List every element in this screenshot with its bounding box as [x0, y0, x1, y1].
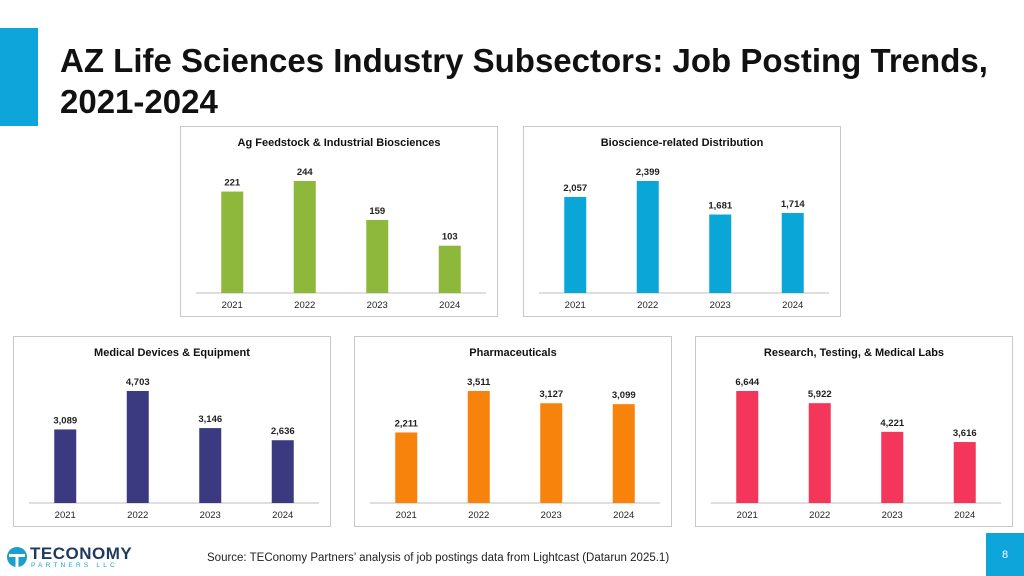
title-accent-bar: [0, 28, 38, 126]
x-tick-label: 2024: [782, 300, 803, 311]
bar: [808, 403, 831, 503]
chart-panel-ag-feedstock: 221 2021 244 2022 159 2023 103 2024 Ag Feedstoc…: [180, 126, 498, 317]
x-tick-label: 2021: [737, 510, 758, 521]
bar: [709, 214, 732, 293]
bar: [395, 432, 418, 503]
bar: [636, 181, 659, 293]
logo-wordmark: TECONOMY: [30, 544, 133, 563]
bar: [781, 212, 804, 293]
bar-chart-plot: 3,089 2021 4,703 2022 3,146 2023 2,636 2024: [29, 377, 319, 521]
data-label: 5,922: [808, 389, 832, 400]
bar: [126, 391, 149, 503]
bar: [540, 403, 563, 503]
data-label: 1,714: [781, 199, 805, 210]
bar: [564, 196, 587, 293]
x-tick-label: 2024: [439, 300, 460, 311]
data-label: 4,703: [126, 377, 150, 388]
data-label: 4,221: [880, 418, 904, 429]
bar: [953, 442, 976, 503]
data-label: 2,211: [395, 418, 419, 429]
data-label: 3,511: [467, 377, 491, 388]
chart-title: Pharmaceuticals: [469, 347, 557, 359]
x-tick-label: 2023: [541, 510, 562, 521]
data-label: 3,616: [953, 428, 977, 439]
x-tick-label: 2021: [396, 510, 417, 521]
data-label: 3,089: [53, 415, 77, 426]
x-tick-label: 2022: [637, 300, 658, 311]
bar-chart-plot: 2,211 2021 3,511 2022 3,127 2023 3,099 2024: [370, 377, 660, 521]
bar: [467, 391, 490, 503]
x-tick-label: 2023: [882, 510, 903, 521]
chart-panel-distribution: 2,057 2021 2,399 2022 1,681 2023 1,714 2024 Bio…: [523, 126, 841, 317]
data-label: 3,127: [539, 389, 563, 400]
data-label: 3,099: [612, 390, 636, 401]
company-logo: TECONOMY PARTNERS LLC: [6, 544, 146, 572]
x-tick-label: 2022: [468, 510, 489, 521]
x-tick-label: 2021: [565, 300, 586, 311]
data-label: 244: [297, 167, 314, 178]
x-tick-label: 2024: [954, 510, 975, 521]
bar: [221, 191, 244, 293]
data-label: 159: [369, 206, 385, 217]
x-tick-label: 2024: [272, 510, 293, 521]
x-tick-label: 2022: [127, 510, 148, 521]
data-label: 1,681: [708, 201, 732, 212]
data-label: 6,644: [735, 377, 759, 388]
bar-chart-plot: 221 2021 244 2022 159 2023 103 2024: [196, 167, 486, 311]
chart-panel-pharmaceuticals: 2,211 2021 3,511 2022 3,127 2023 3,099 2024 Pha…: [354, 336, 672, 527]
slide-title: AZ Life Sciences Industry Subsectors: Jo…: [60, 42, 988, 120]
x-tick-label: 2023: [200, 510, 221, 521]
bar-chart-plot: 6,644 2021 5,922 2022 4,221 2023 3,616 2024: [711, 377, 1001, 521]
bar: [612, 404, 635, 503]
x-tick-label: 2023: [710, 300, 731, 311]
source-note: Source: TEConomy Partners’ analysis of j…: [207, 552, 670, 564]
bar-chart-plot: 2,057 2021 2,399 2022 1,681 2023 1,714 2024: [539, 167, 829, 311]
bar: [293, 181, 316, 293]
data-label: 221: [224, 178, 241, 189]
x-tick-label: 2021: [222, 300, 243, 311]
bar: [366, 220, 389, 293]
bar: [271, 440, 294, 503]
bar: [438, 245, 461, 293]
chart-title: Medical Devices & Equipment: [94, 347, 250, 359]
x-tick-label: 2022: [294, 300, 315, 311]
data-label: 2,057: [563, 183, 587, 194]
chart-panel-medical-devices: 3,089 2021 4,703 2022 3,146 2023 2,636 2024 Med…: [13, 336, 331, 527]
page-number: 8: [986, 533, 1024, 576]
data-label: 2,636: [271, 426, 295, 437]
x-tick-label: 2021: [55, 510, 76, 521]
chart-title: Ag Feedstock & Industrial Biosciences: [237, 137, 441, 149]
bar: [736, 391, 759, 503]
logo-mark-icon: [7, 547, 27, 567]
bar: [54, 429, 77, 503]
data-label: 2,399: [636, 167, 660, 178]
chart-panel-research-labs: 6,644 2021 5,922 2022 4,221 2023 3,616 2024 Res…: [695, 336, 1013, 527]
data-label: 103: [442, 232, 458, 243]
x-tick-label: 2023: [367, 300, 388, 311]
bar: [199, 428, 222, 503]
x-tick-label: 2024: [613, 510, 634, 521]
chart-title: Bioscience-related Distribution: [600, 137, 764, 149]
x-tick-label: 2022: [809, 510, 830, 521]
chart-title: Research, Testing, & Medical Labs: [763, 347, 945, 359]
logo-subtext: PARTNERS LLC: [31, 562, 118, 569]
bar: [881, 431, 904, 503]
data-label: 3,146: [198, 414, 222, 425]
